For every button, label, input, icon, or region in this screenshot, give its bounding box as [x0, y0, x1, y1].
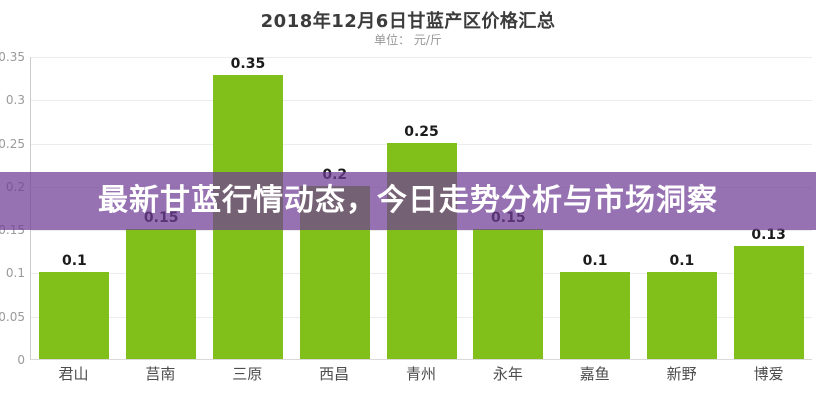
- bar-value-label: 0.35: [230, 56, 266, 72]
- y-tick-label: 0: [17, 353, 25, 367]
- x-axis-label: 君山: [58, 365, 89, 383]
- bar: [560, 272, 631, 359]
- x-axis-labels: 君山 莒南 三原 西昌 青州 永年 嘉鱼 新野 博爱: [30, 363, 812, 384]
- y-tick-label: 0.05: [0, 309, 25, 324]
- bar: [733, 246, 804, 359]
- chart-title: 2018年12月6日甘蓝产区价格汇总: [260, 11, 556, 32]
- bar-value-label: 0.1: [582, 253, 608, 270]
- bar-value-label: 0.1: [669, 253, 695, 270]
- bar-slot: 0.1: [552, 57, 639, 359]
- bar: [126, 229, 197, 359]
- x-axis-label: 博爱: [753, 365, 784, 383]
- y-tick-label: 0.35: [0, 50, 25, 64]
- bar-slot: 0.1: [638, 57, 725, 359]
- bar-slot: 0.1: [31, 57, 118, 359]
- bar: [39, 272, 110, 359]
- x-axis-label: 嘉鱼: [579, 365, 610, 383]
- gridline: [31, 100, 812, 102]
- x-axis-label: 三原: [232, 365, 263, 383]
- x-axis-label: 莒南: [145, 365, 176, 383]
- y-tick-label: 0.25: [0, 136, 25, 151]
- y-tick-label: 0.3: [5, 93, 25, 108]
- bar-value-label: 0.1: [61, 253, 87, 270]
- y-tick-label: 0.1: [5, 266, 25, 281]
- y-axis-labels: 00.050.10.150.20.250.30.35: [0, 50, 25, 367]
- plot-area: 00.050.10.150.20.250.30.35 0.10.150.350.…: [0, 50, 812, 367]
- bar: [646, 272, 717, 359]
- x-axis-label: 永年: [492, 365, 523, 383]
- bar-value-label: 0.25: [404, 123, 439, 140]
- headline-text: 最新甘蓝行情动态，今日走势分析与市场洞察: [98, 183, 718, 218]
- bar: [473, 229, 544, 359]
- x-axis-label: 青州: [406, 365, 437, 383]
- bar-value-label: 0.13: [751, 227, 786, 244]
- bar-slot: 0.13: [725, 57, 812, 359]
- headline-overlay-banner: 最新甘蓝行情动态，今日走势分析与市场洞察: [0, 172, 816, 230]
- bars: 0.10.150.350.20.250.150.10.10.13: [31, 57, 812, 359]
- chart-subtitle-unit: 单位： 元/斤: [374, 33, 442, 47]
- x-axis-label: 西昌: [319, 365, 350, 383]
- x-axis-label: 新野: [666, 365, 697, 383]
- gridline: [31, 57, 812, 58]
